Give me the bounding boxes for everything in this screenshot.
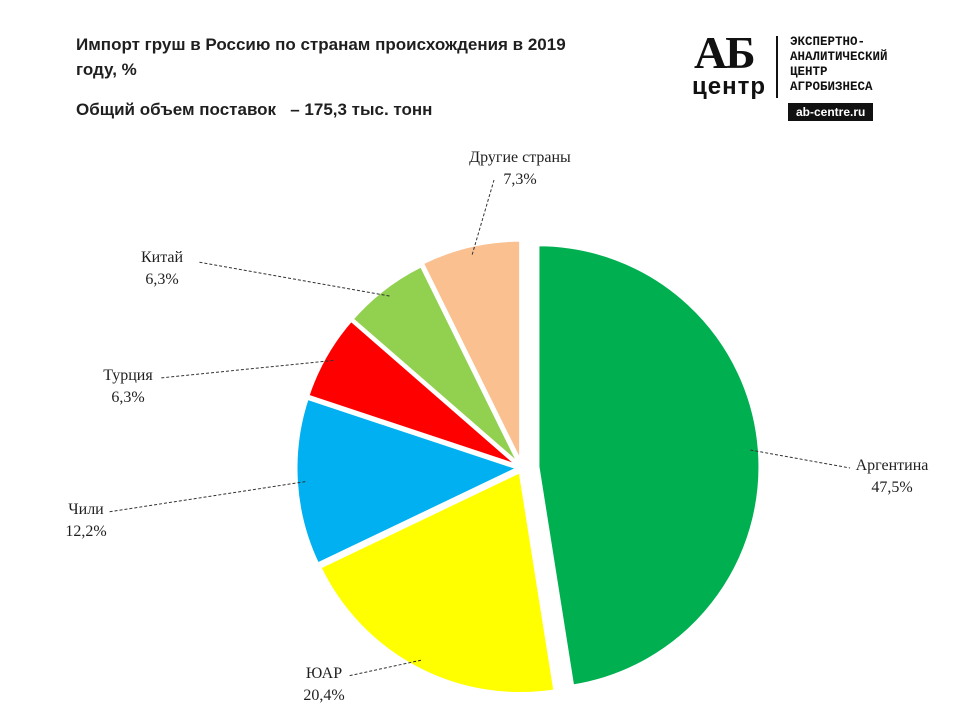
pie-slice-5 bbox=[420, 238, 523, 463]
slice-label-1: ЮАР bbox=[306, 665, 342, 682]
leader-line-2 bbox=[107, 481, 306, 513]
slice-value-1: 20,4% bbox=[303, 687, 344, 704]
leader-line-4 bbox=[197, 261, 390, 297]
slice-value-4: 6,3% bbox=[145, 271, 178, 288]
pie-slice-1 bbox=[317, 469, 557, 696]
pie-slice-3 bbox=[305, 318, 520, 468]
chart-title: Импорт груш в Россию по странам происхож… bbox=[76, 35, 566, 79]
slice-value-0: 47,5% bbox=[871, 479, 912, 496]
leader-line-5 bbox=[471, 179, 495, 255]
logo-line-2: АНАЛИТИЧЕСКИЙ bbox=[790, 50, 888, 64]
logo-line-4: АГРОБИЗНЕСА bbox=[790, 80, 873, 94]
slice-label-5: Другие страны bbox=[469, 149, 571, 166]
slice-value-2: 12,2% bbox=[65, 523, 106, 540]
leader-line-3 bbox=[159, 359, 334, 379]
chart-subtitle: Общий объем поставок – 175,3 тыс. тонн bbox=[76, 100, 433, 119]
logo-line-1: ЭКСПЕРТНО- bbox=[790, 35, 866, 49]
logo-divider bbox=[776, 36, 778, 98]
logo-line-3: ЦЕНТР bbox=[790, 65, 828, 79]
slice-value-3: 6,3% bbox=[111, 389, 144, 406]
logo-text: ЭКСПЕРТНО- АНАЛИТИЧЕСКИЙ ЦЕНТР АГРОБИЗНЕ… bbox=[790, 35, 888, 95]
pie-slice-2 bbox=[294, 396, 523, 567]
pie-slice-0 bbox=[536, 243, 762, 688]
slice-value-5: 7,3% bbox=[503, 171, 536, 188]
slice-label-0: Аргентина bbox=[856, 457, 929, 474]
logo-mark-top: АБ bbox=[694, 27, 756, 78]
leader-line-1 bbox=[347, 659, 422, 677]
pie-slice-4 bbox=[349, 263, 521, 466]
leader-line-0 bbox=[750, 449, 851, 469]
slice-label-4: Китай bbox=[141, 249, 184, 266]
ab-centre-logo: АБ центр ЭКСПЕРТНО- АНАЛИТИЧЕСКИЙ ЦЕНТР … bbox=[690, 30, 930, 122]
logo-mark-bottom: центр bbox=[692, 73, 767, 100]
slice-label-3: Турция bbox=[103, 367, 153, 384]
slice-label-2: Чили bbox=[68, 501, 104, 518]
logo-url[interactable]: ab-centre.ru bbox=[788, 103, 874, 121]
